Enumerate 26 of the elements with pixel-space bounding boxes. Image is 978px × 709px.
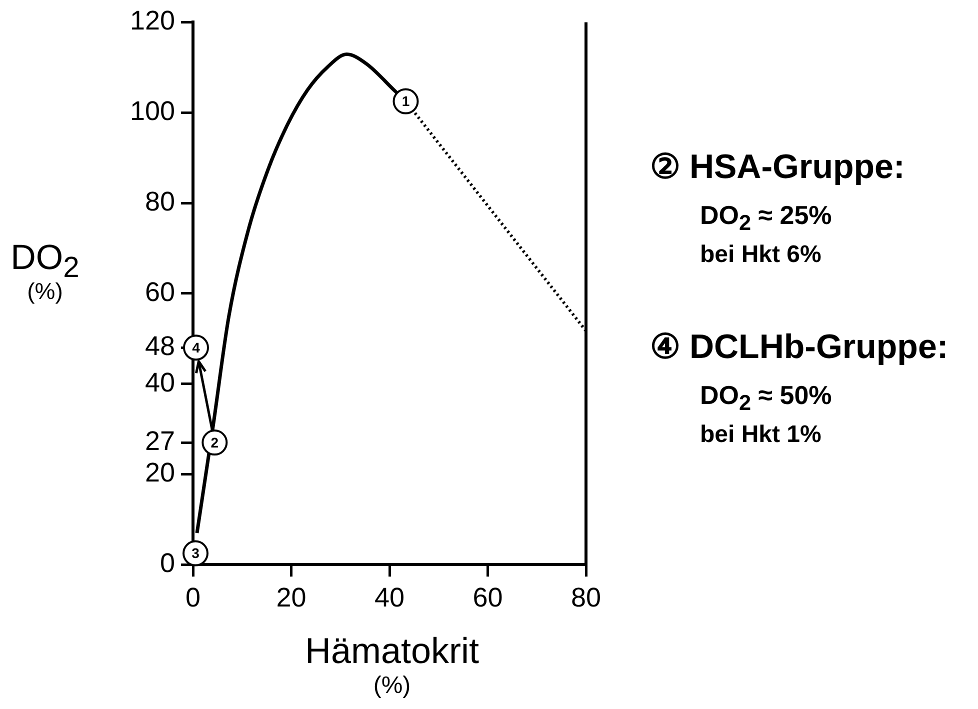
y-tick-label: 20 xyxy=(145,458,176,488)
x-tick-label: 60 xyxy=(472,582,503,612)
x-tick-label: 20 xyxy=(276,582,306,612)
text: ④ DCLHb-Gruppe: xyxy=(650,328,948,366)
text: ② HSA-Gruppe: xyxy=(650,148,906,186)
y-tick-label: 27 xyxy=(145,426,176,456)
annotation: 2 xyxy=(210,434,219,450)
y-tick-label: 60 xyxy=(145,276,176,307)
y-tick-label: 80 xyxy=(145,186,176,216)
annotation: 4 xyxy=(192,340,200,356)
text: DO$_{2}$ ≈ 50% xyxy=(700,380,833,416)
text: bei Hkt 6% xyxy=(700,241,822,268)
y-tick-label: 48 xyxy=(145,331,176,362)
annotation: 1 xyxy=(402,93,410,110)
x-tick-label: 80 xyxy=(570,582,602,612)
y-tick-label: 0 xyxy=(160,548,176,578)
y-axis-title: DO$_{2}$ (%) xyxy=(10,238,80,305)
x-tick-label: 40 xyxy=(374,582,405,612)
x-tick-label: 0 xyxy=(186,582,201,612)
text: bei Hkt 1% xyxy=(700,421,822,448)
text: DO$_{2}$ ≈ 25% xyxy=(700,200,833,236)
annotation: 3 xyxy=(192,545,200,562)
y-tick-label: 120 xyxy=(130,6,176,36)
y-tick-label: 40 xyxy=(145,367,176,398)
x-axis-title: Hämatokrit (%) xyxy=(304,630,480,700)
y-tick-label: 100 xyxy=(130,96,176,126)
